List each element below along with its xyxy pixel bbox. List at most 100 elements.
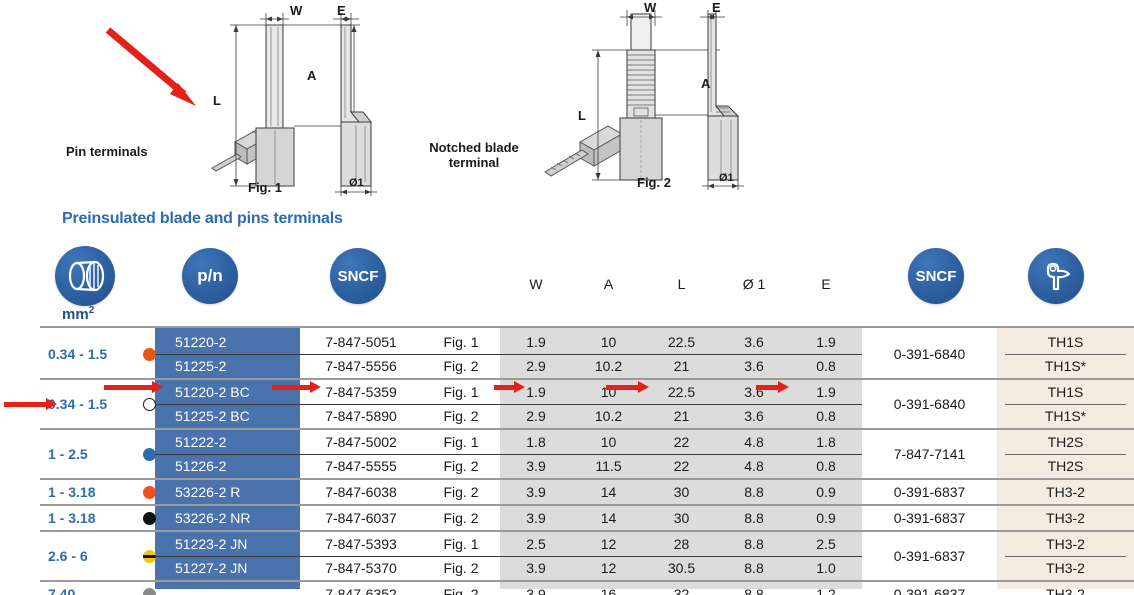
notched-blade-diagram [544, 10, 744, 190]
dim-label-e-right: E [712, 0, 721, 15]
sncf-order-code-cell: 0-391-6837 [893, 510, 966, 526]
tool-cell-divider [1005, 404, 1126, 405]
sncf-order-code-cell: 7-847-7141 [893, 446, 966, 462]
sncf-reference-cell: 7-847-5051 [325, 334, 397, 350]
table-row: 51226-2 7-847-5555 Fig. 2 3.9 11.5 22 4.8 0.8 TH… [0, 454, 1134, 478]
dim-e-cell: 1.0 [816, 560, 836, 576]
dim-a-cell: 10 [600, 334, 617, 350]
dim-label-a-right: A [701, 76, 711, 91]
tool-cell-divider [1005, 556, 1126, 557]
sncf-reference-cell: 7-847-5370 [325, 560, 397, 576]
wire-size-cell: 7.40 [48, 586, 76, 595]
sncf-reference-cell: 7-847-5002 [325, 434, 397, 450]
tool-code-cell: TH2S [1047, 434, 1084, 450]
tool-code-cell: TH3-2 [1046, 560, 1085, 576]
wire-color-dot [142, 447, 156, 461]
dim-w-cell: 2.9 [526, 408, 546, 424]
dim-a-cell: 10 [600, 384, 617, 400]
dim-l-cell: 32 [673, 586, 690, 595]
dim-label-e-left: E [337, 3, 346, 18]
tool-code-cell: TH3-2 [1046, 536, 1085, 552]
table-row: 53226-2 R 7-847-6038 Fig. 2 3.9 14 30 8.8 0.9 TH… [0, 480, 1134, 504]
tool-cell-divider [1005, 454, 1126, 455]
dim-l-cell: 22.5 [667, 334, 696, 350]
wire-unit-sup: 2 [88, 305, 95, 316]
sncf-reference-cell: 7-847-6037 [325, 510, 397, 526]
figure-cell: Fig. 2 [443, 586, 479, 595]
figure-cell: Fig. 1 [443, 334, 479, 350]
figure-cell: Fig. 1 [443, 536, 479, 552]
wire-color-dot [142, 347, 156, 361]
dim-e-cell: 1.9 [816, 384, 836, 400]
group-separator [40, 428, 1134, 430]
tool-code-cell: TH3-2 [1046, 484, 1085, 500]
tool-code-cell: TH3-2 [1046, 586, 1085, 595]
sncf-order-code-cell: 0-391-6837 [893, 586, 966, 595]
wire-color-cell [138, 582, 160, 595]
part-number-cell: 51225-2 BC [175, 408, 250, 424]
fig2-caption: Fig. 2 [637, 175, 671, 190]
dim-l-cell: 22 [673, 458, 690, 474]
table-row: 51225-2 BC 7-847-5890 Fig. 2 2.9 10.2 21 3.6 0.… [0, 404, 1134, 428]
dim-label-w-right: W [644, 0, 657, 15]
dim-a-cell: 14 [600, 484, 617, 500]
pn-header-label: p/n [197, 266, 223, 285]
part-number-cell: 51227-2 JN [175, 560, 248, 576]
col-header-a: A [603, 276, 614, 292]
table-row: 51227-2 JN 7-847-5370 Fig. 2 3.9 12 30.5 8.8 1.… [0, 556, 1134, 580]
row-divider [155, 556, 862, 557]
tool-code-cell: TH2S [1047, 458, 1084, 474]
fig1-caption: Fig. 1 [248, 180, 282, 195]
diagram-area: W E A L Ø1 Fig. 1 Pin terminals [0, 0, 1134, 205]
col-header-l: L [677, 276, 686, 292]
wire-unit-label: mm2 [62, 305, 94, 323]
group-separator [40, 478, 1134, 480]
sncf-reference-cell: 7-847-5359 [325, 384, 397, 400]
dim-diameter1-cell: 8.8 [744, 586, 764, 595]
figure-cell: Fig. 2 [443, 458, 479, 474]
dim-l-cell: 22 [673, 434, 690, 450]
part-number-cell: 51227-2G [175, 586, 238, 595]
dim-e-cell: 0.8 [816, 408, 836, 424]
group-separator [40, 580, 1134, 582]
pn-header-icon: p/n [182, 248, 238, 304]
dim-l-cell: 30.5 [667, 560, 696, 576]
dim-e-cell: 1.9 [816, 334, 836, 350]
dim-l-cell: 30 [673, 510, 690, 526]
dim-l-cell: 28 [673, 536, 690, 552]
sncf-reference-cell: 7-847-5393 [325, 536, 397, 552]
part-number-cell: 53226-2 NR [175, 510, 251, 526]
pin-terminals-label: Pin terminals [66, 144, 148, 159]
row-divider [155, 404, 862, 405]
sncf-order-code-cell: 0-391-6840 [893, 396, 966, 412]
wire-color-dot [142, 511, 156, 525]
wire-color-dot [142, 485, 156, 499]
sncf-header-icon-1: SNCF [330, 248, 386, 304]
dim-a-cell: 11.5 [595, 458, 622, 474]
dim-w-cell: 1.9 [526, 384, 546, 400]
figure-cell: Fig. 2 [443, 560, 479, 576]
dim-diameter1-cell: 3.6 [744, 358, 764, 374]
wire-size-cell: 1 - 2.5 [48, 446, 88, 462]
tool-column-band [997, 328, 1134, 589]
wire-cross-section-icon [55, 246, 115, 306]
wire-color-cell [138, 532, 160, 580]
wire-color-dot [142, 549, 156, 563]
figure-cell: Fig. 2 [443, 358, 479, 374]
part-number-cell: 51220-2 [175, 334, 227, 350]
table-row: 51223-2 JN 7-847-5393 Fig. 1 2.5 12 28 8.8 2.5 T… [0, 532, 1134, 556]
wire-size-cell: 1 - 3.18 [48, 484, 96, 500]
dim-diameter1-cell: 8.8 [744, 536, 764, 552]
dim-w-cell: 3.9 [526, 510, 546, 526]
dim-w-cell: 3.9 [526, 484, 546, 500]
col-header-e: E [821, 276, 831, 292]
row-divider [155, 454, 862, 455]
tool-cell-divider [1005, 354, 1126, 355]
dim-label-a-left: A [307, 68, 317, 83]
tool-code-cell: TH1S* [1044, 358, 1087, 374]
sncf-reference-cell: 7-847-5556 [325, 358, 397, 374]
tool-code-cell: TH3-2 [1046, 510, 1085, 526]
figure-cell: Fig. 2 [443, 484, 479, 500]
wire-color-cell [138, 430, 160, 478]
dim-w-cell: 3.9 [526, 458, 546, 474]
